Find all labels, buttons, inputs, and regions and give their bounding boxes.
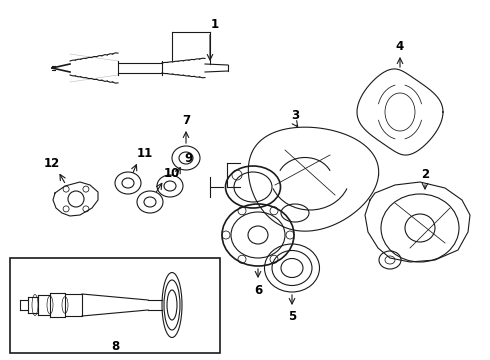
Text: 8: 8 [111,341,119,354]
Bar [10,258,220,353]
Text: 10: 10 [164,166,180,180]
Text: 4: 4 [396,40,404,53]
Text: 11: 11 [137,147,153,159]
Text: 7: 7 [182,113,190,126]
Text: 12: 12 [44,157,60,170]
Text: 1: 1 [211,18,219,31]
Text: 3: 3 [291,108,299,122]
Text: 5: 5 [288,310,296,323]
Text: 9: 9 [184,152,192,165]
Text: 6: 6 [254,284,262,297]
Text: 2: 2 [421,167,429,180]
